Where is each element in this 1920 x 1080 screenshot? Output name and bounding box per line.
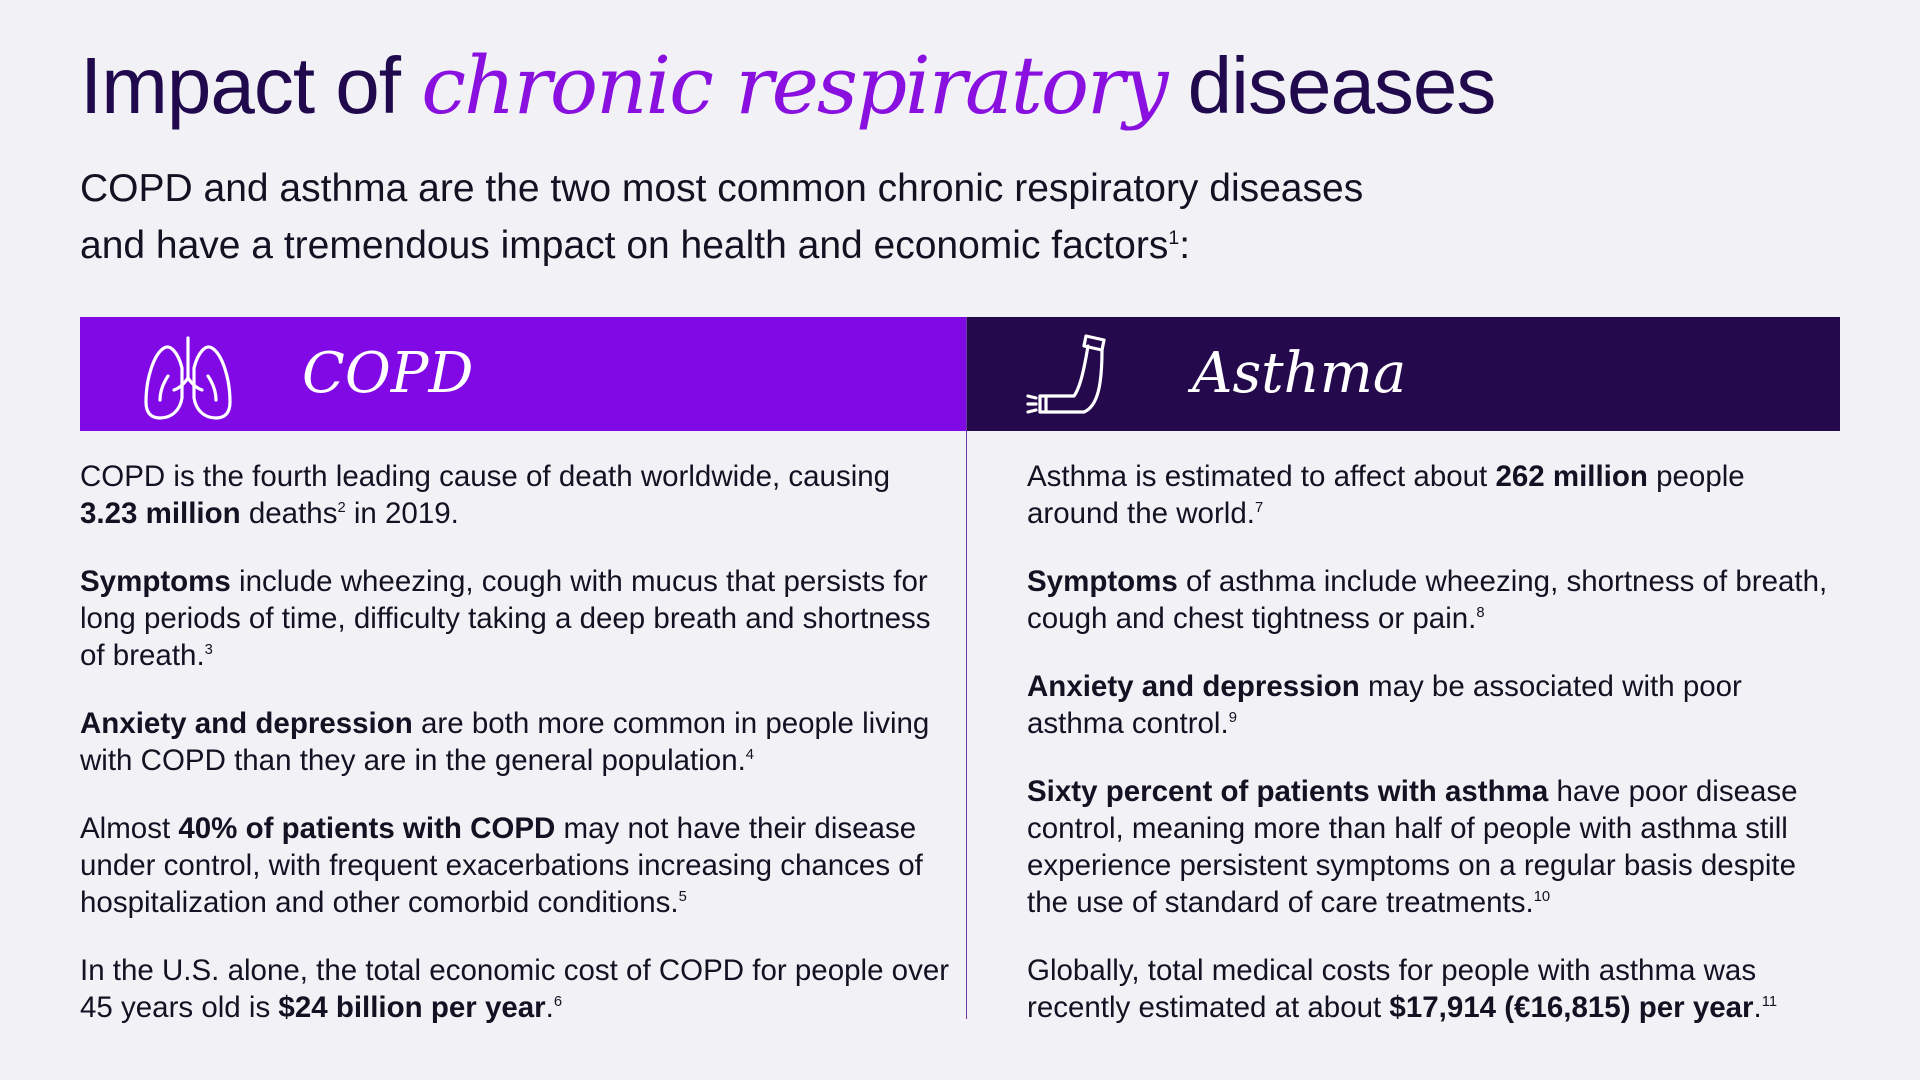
copd-header: COPD (80, 317, 966, 431)
asthma-fact-symptoms: Symptoms of asthma include wheezing, sho… (1027, 565, 1828, 635)
title-part-2: diseases (1166, 41, 1497, 130)
asthma-header-label: Asthma (1192, 341, 1407, 406)
subtitle-line-2: and have a tremendous impact on health a… (80, 224, 1169, 267)
copd-fact-death: COPD is the fourth leading cause of deat… (80, 460, 891, 530)
subtitle-colon: : (1179, 224, 1191, 267)
column-divider (966, 317, 967, 1019)
title-accent: chronic respiratory (421, 39, 1168, 132)
lungs-icon (138, 324, 238, 429)
footnote-ref: 1 (1168, 227, 1180, 249)
copd-fact-cost: In the U.S. alone, the total economic co… (80, 954, 950, 1024)
subtitle: COPD and asthma are the two most common … (80, 160, 1580, 274)
copd-column: COPD is the fourth leading cause of deat… (80, 458, 950, 1057)
page-title: Impact of chronic respiratory diseases (80, 38, 1497, 134)
title-part-1: Impact of (80, 41, 422, 130)
asthma-fact-control: Sixty percent of patients with asthma ha… (1027, 775, 1798, 919)
subtitle-line-1: COPD and asthma are the two most common … (80, 167, 1364, 210)
copd-fact-anxiety: Anxiety and depression are both more com… (80, 707, 930, 777)
asthma-header: Asthma (967, 317, 1840, 431)
asthma-column: Asthma is estimated to affect about 262 … (1027, 458, 1842, 1057)
asthma-fact-anxiety: Anxiety and depression may be associated… (1027, 670, 1742, 740)
asthma-fact-prevalence: Asthma is estimated to affect about 262 … (1027, 460, 1745, 530)
copd-fact-control: Almost 40% of patients with COPD may not… (80, 812, 923, 919)
copd-header-label: COPD (302, 341, 474, 406)
copd-fact-symptoms: Symptoms include wheezing, cough with mu… (80, 565, 931, 672)
inhaler-icon (1022, 324, 1122, 429)
asthma-fact-cost: Globally, total medical costs for people… (1027, 954, 1778, 1024)
